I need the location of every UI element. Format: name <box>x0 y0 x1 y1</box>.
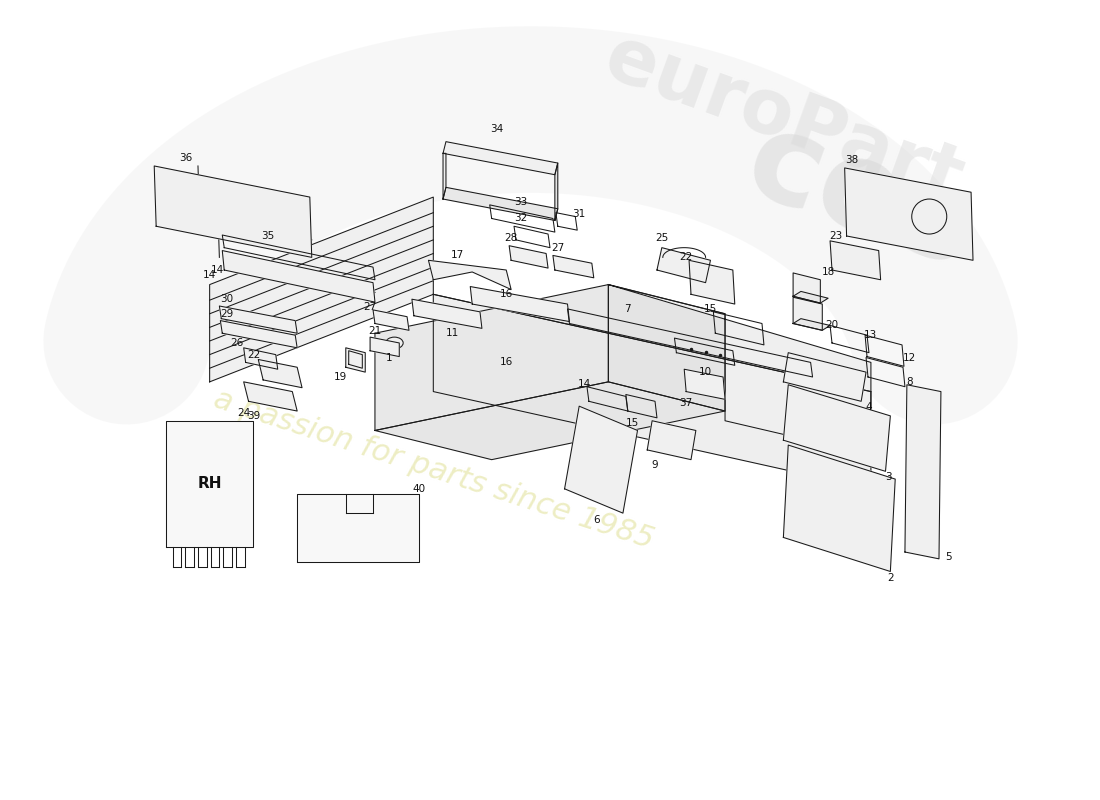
Text: 19: 19 <box>334 372 348 382</box>
Text: 24: 24 <box>238 408 251 418</box>
Polygon shape <box>244 348 277 370</box>
Text: 10: 10 <box>698 367 712 377</box>
Text: 25: 25 <box>656 233 669 243</box>
Text: 22: 22 <box>246 350 260 360</box>
Polygon shape <box>297 494 419 562</box>
Polygon shape <box>684 370 725 399</box>
Polygon shape <box>345 348 365 372</box>
Polygon shape <box>783 385 890 471</box>
Text: 7: 7 <box>625 304 631 314</box>
Text: 26: 26 <box>230 338 243 348</box>
Polygon shape <box>905 385 940 559</box>
Polygon shape <box>783 445 895 571</box>
Text: 9: 9 <box>651 459 658 470</box>
Polygon shape <box>210 197 433 382</box>
Polygon shape <box>608 285 725 411</box>
Polygon shape <box>657 248 711 282</box>
Polygon shape <box>428 260 512 290</box>
Polygon shape <box>845 168 974 260</box>
Text: 32: 32 <box>514 214 528 223</box>
Polygon shape <box>783 353 866 402</box>
Text: 37: 37 <box>680 398 693 408</box>
Polygon shape <box>553 255 594 278</box>
Text: 34: 34 <box>490 124 503 134</box>
Polygon shape <box>258 359 303 388</box>
Polygon shape <box>219 306 297 334</box>
Text: 28: 28 <box>505 233 518 243</box>
Text: ces: ces <box>730 100 991 294</box>
Polygon shape <box>830 241 881 280</box>
Text: 14: 14 <box>578 378 591 389</box>
Polygon shape <box>443 154 446 199</box>
Text: 8: 8 <box>906 377 913 387</box>
Text: 20: 20 <box>825 321 838 330</box>
Text: a passion for parts since 1985: a passion for parts since 1985 <box>210 384 657 554</box>
Text: 16: 16 <box>499 290 513 299</box>
Text: 4: 4 <box>866 402 872 412</box>
Text: 3: 3 <box>886 472 892 482</box>
Polygon shape <box>471 286 570 322</box>
Polygon shape <box>564 406 638 513</box>
Text: 18: 18 <box>822 267 835 277</box>
Text: 15: 15 <box>626 418 639 428</box>
Text: 38: 38 <box>845 155 858 165</box>
Text: 22: 22 <box>680 252 693 262</box>
Polygon shape <box>411 299 482 328</box>
Text: 35: 35 <box>262 231 275 241</box>
Text: 29: 29 <box>220 309 234 318</box>
Text: 23: 23 <box>829 231 843 241</box>
Polygon shape <box>375 382 725 460</box>
Polygon shape <box>793 318 830 330</box>
Polygon shape <box>608 285 871 454</box>
Ellipse shape <box>386 337 404 349</box>
Text: 33: 33 <box>514 197 528 207</box>
Text: 13: 13 <box>865 330 878 340</box>
Text: 6: 6 <box>593 515 600 525</box>
Polygon shape <box>373 310 409 330</box>
Polygon shape <box>375 285 608 430</box>
Polygon shape <box>244 382 297 411</box>
Polygon shape <box>793 291 828 303</box>
Polygon shape <box>554 163 558 221</box>
Text: euroPart: euroPart <box>594 20 972 218</box>
Text: 40: 40 <box>412 484 426 494</box>
Text: 5: 5 <box>945 552 952 562</box>
Polygon shape <box>443 142 558 174</box>
Text: 2: 2 <box>887 574 893 583</box>
Polygon shape <box>793 298 823 330</box>
Text: 12: 12 <box>903 353 916 362</box>
Polygon shape <box>166 421 253 547</box>
Text: 16: 16 <box>499 358 513 367</box>
Text: RH: RH <box>197 477 222 491</box>
Text: 14: 14 <box>211 265 224 275</box>
Polygon shape <box>793 273 821 303</box>
Text: 17: 17 <box>451 250 464 261</box>
Text: 36: 36 <box>178 153 192 163</box>
Text: 27: 27 <box>363 302 376 312</box>
Text: 21: 21 <box>368 326 382 336</box>
Polygon shape <box>443 187 558 221</box>
Text: 30: 30 <box>221 294 233 304</box>
Text: 11: 11 <box>447 328 460 338</box>
Polygon shape <box>222 250 375 302</box>
Text: 15: 15 <box>704 304 717 314</box>
Polygon shape <box>154 166 311 258</box>
Polygon shape <box>647 421 696 460</box>
Text: 1: 1 <box>386 353 393 362</box>
Polygon shape <box>689 260 735 304</box>
Text: 39: 39 <box>246 411 260 421</box>
Text: 31: 31 <box>572 209 586 218</box>
Polygon shape <box>509 246 548 268</box>
Polygon shape <box>220 321 297 348</box>
Polygon shape <box>370 337 399 357</box>
Polygon shape <box>433 294 871 489</box>
Text: 14: 14 <box>204 270 217 280</box>
Text: 27: 27 <box>551 242 564 253</box>
